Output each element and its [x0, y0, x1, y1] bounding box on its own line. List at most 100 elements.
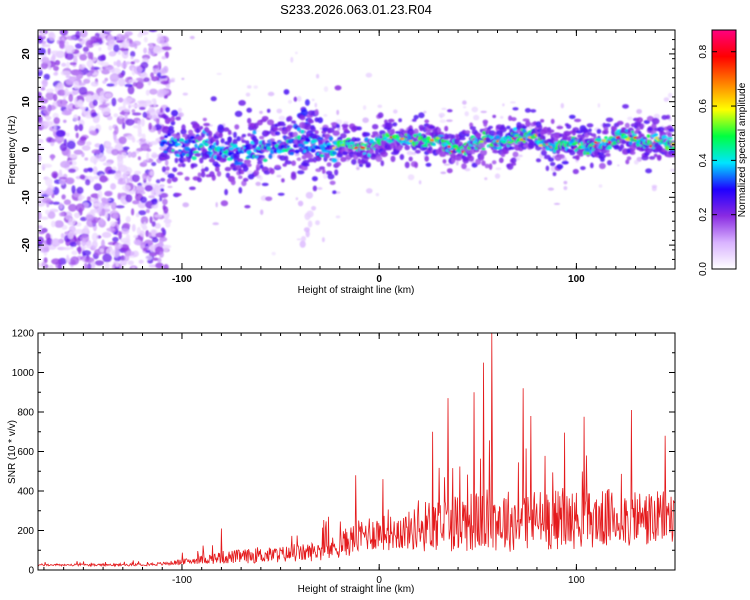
heatmap-cell: [197, 177, 202, 183]
heatmap-cell: [43, 257, 48, 264]
heatmap-cell: [509, 101, 516, 104]
heatmap-cell: [599, 162, 606, 170]
heatmap-cell: [488, 163, 493, 171]
heatmap-cell: [651, 117, 660, 125]
heatmap-cell: [370, 134, 377, 138]
colorbar-tick-label: 0.0: [698, 262, 709, 276]
heatmap-cell: [252, 144, 257, 149]
heatmap-cell: [626, 156, 632, 161]
heatmap-cell: [114, 266, 120, 269]
heatmap-cell: [259, 135, 265, 140]
heatmap-cell: [530, 109, 537, 113]
snr-series-line: [38, 333, 675, 568]
heatmap-cell: [241, 180, 247, 187]
heatmap-cell: [224, 166, 232, 172]
heatmap-cell: [160, 177, 166, 182]
heatmap-cell: [40, 216, 49, 220]
heatmap-cell: [504, 149, 509, 154]
heatmap-cell: [133, 59, 140, 63]
heatmap-cell: [418, 124, 425, 130]
heatmap-cell: [272, 127, 279, 131]
heatmap-cell: [548, 157, 554, 162]
heatmap-cell: [588, 128, 592, 132]
heatmap-cell: [81, 239, 86, 247]
heatmap-cell: [50, 220, 56, 228]
heatmap-cell: [475, 158, 482, 165]
heatmap-cell: [380, 151, 388, 158]
heatmap-cell: [424, 155, 430, 162]
heatmap-cell: [113, 44, 120, 53]
heatmap-cell: [55, 129, 66, 138]
heatmap-cell: [616, 132, 621, 136]
heatmap-cell: [323, 86, 329, 92]
heatmap-cell: [481, 147, 486, 151]
heatmap-cell: [131, 266, 136, 269]
heatmap-cell: [68, 168, 76, 173]
heatmap-cell: [151, 76, 159, 82]
heatmap-cell: [375, 193, 380, 197]
heatmap-cell: [59, 202, 64, 210]
heatmap-cell: [305, 137, 311, 143]
heatmap-cell: [377, 104, 383, 109]
heatmap-cell: [261, 182, 269, 187]
heatmap-cell: [61, 62, 67, 67]
heatmap-cell: [104, 92, 112, 98]
heatmap-cell: [76, 186, 84, 194]
heatmap-cell: [495, 167, 502, 171]
heatmap-cell: [215, 139, 220, 146]
heatmap-cell: [92, 166, 98, 175]
heatmap-cell: [151, 154, 161, 158]
heatmap-cell: [91, 232, 99, 242]
heatmap-cell: [143, 36, 148, 43]
heatmap-cell: [143, 247, 148, 252]
heatmap-cell: [583, 150, 587, 156]
heatmap-cell: [540, 119, 545, 123]
heatmap-cell: [281, 178, 285, 183]
heatmap-cell: [552, 149, 557, 153]
spectrogram-heatmap: [38, 30, 675, 269]
heatmap-cell: [164, 159, 169, 166]
heatmap-cell: [45, 209, 50, 215]
heatmap-cell: [385, 122, 393, 130]
heatmap-cell: [93, 175, 99, 180]
heatmap-cell: [90, 260, 96, 269]
heatmap-cell: [411, 151, 417, 155]
heatmap-cell: [540, 149, 547, 156]
heatmap-cell: [228, 147, 235, 151]
heatmap-cell: [598, 184, 603, 188]
heatmap-cell: [122, 122, 126, 130]
heatmap-cell: [67, 104, 73, 109]
heatmap-cell: [212, 222, 219, 226]
heatmap-cell: [428, 125, 436, 130]
heatmap-cell: [130, 56, 134, 60]
y-tick-label: 10: [21, 96, 32, 108]
heatmap-cell: [125, 194, 133, 203]
heatmap-cell: [124, 113, 128, 118]
heatmap-cell: [178, 112, 184, 118]
heatmap-cell: [605, 149, 610, 153]
heatmap-cell: [259, 110, 263, 114]
heatmap-cell: [174, 192, 182, 197]
heatmap-cell: [314, 109, 319, 116]
heatmap-cell: [296, 170, 305, 175]
heatmap-cell: [502, 103, 505, 107]
heatmap-cell: [76, 139, 86, 146]
y-tick-label: 600: [17, 447, 34, 458]
heatmap-cell: [124, 97, 133, 103]
heatmap-cell: [175, 116, 181, 121]
heatmap-cell: [334, 169, 339, 176]
heatmap-cell: [328, 136, 334, 141]
heatmap-cell: [216, 72, 222, 75]
heatmap-cell: [336, 152, 344, 158]
heatmap-cell: [159, 239, 164, 248]
heatmap-cell: [53, 65, 59, 71]
heatmap-cell: [336, 123, 340, 129]
heatmap-cell: [498, 157, 504, 164]
heatmap-cell: [182, 92, 188, 96]
heatmap-cell: [245, 140, 250, 146]
heatmap-cell: [38, 138, 43, 143]
heatmap-cell: [552, 171, 557, 177]
heatmap-cell: [58, 169, 63, 177]
heatmap-cell: [148, 122, 152, 130]
